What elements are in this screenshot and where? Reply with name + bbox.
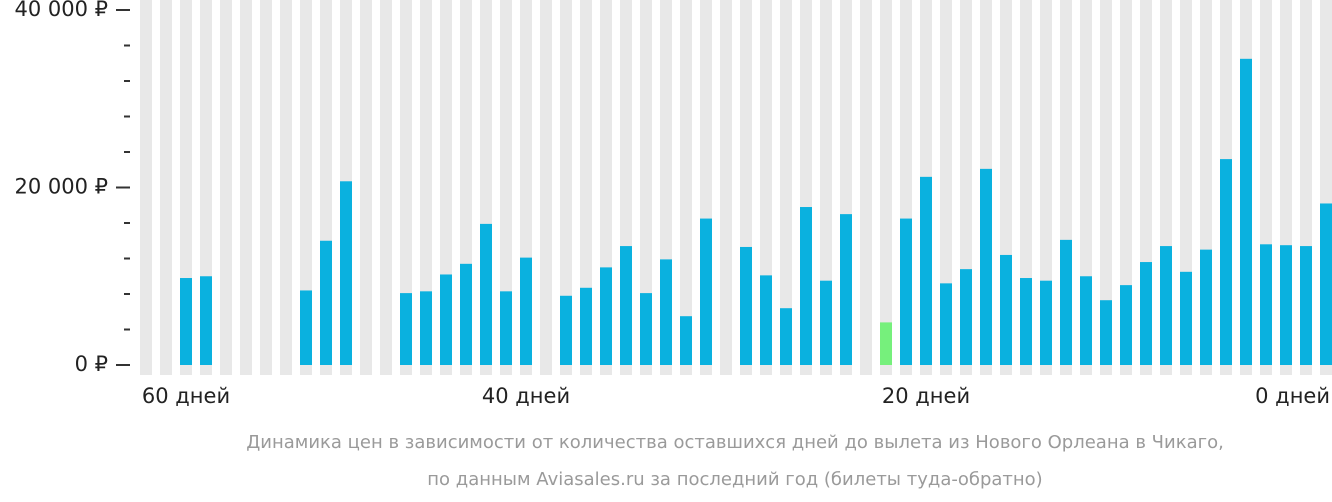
bar [660, 259, 672, 365]
bar [1300, 246, 1312, 365]
x-tick-label: 40 дней [482, 384, 570, 408]
y-tick-label: 0 ₽ [75, 352, 108, 376]
bar [940, 283, 952, 365]
bar [500, 291, 512, 365]
column-bg [360, 0, 372, 375]
bar [840, 214, 852, 365]
bar [1120, 285, 1132, 365]
bar [700, 218, 712, 365]
bar [520, 257, 532, 365]
column-bg [220, 0, 232, 375]
column-bg [160, 0, 172, 375]
column-bg [880, 0, 892, 375]
bar [180, 278, 192, 365]
bar [1060, 239, 1072, 365]
bar [880, 322, 892, 365]
bar [480, 223, 492, 365]
bar [900, 218, 912, 365]
bar [1100, 300, 1112, 365]
bar [920, 176, 932, 365]
y-tick-label: 20 000 ₽ [14, 175, 108, 199]
column-bg [560, 0, 572, 375]
column-bg [940, 0, 952, 375]
bar [680, 316, 692, 365]
x-tick-label: 20 дней [882, 384, 970, 408]
bar [1080, 276, 1092, 365]
column-bg [280, 0, 292, 375]
column-bg [400, 0, 412, 375]
bar [560, 295, 572, 365]
caption: по данным Aviasales.ru за последний год … [427, 469, 1042, 490]
x-tick-label: 60 дней [142, 384, 230, 408]
column-bg [380, 0, 392, 375]
bar [580, 287, 592, 365]
bar [320, 240, 332, 365]
column-bg [240, 0, 252, 375]
bar [1220, 159, 1232, 365]
bar [960, 269, 972, 365]
bar [440, 274, 452, 365]
bar [820, 280, 832, 365]
x-tick-label: 0 дней [1255, 384, 1330, 408]
bar [1160, 246, 1172, 365]
bar [340, 181, 352, 365]
bar [1180, 271, 1192, 365]
column-bg [720, 0, 732, 375]
bar [740, 246, 752, 365]
bar [420, 291, 432, 365]
bar [400, 293, 412, 365]
bar [1240, 58, 1252, 365]
bar [1040, 280, 1052, 365]
bar [1280, 245, 1292, 365]
column-bg [1120, 0, 1132, 375]
column-bg [1100, 0, 1112, 375]
column-bg [680, 0, 692, 375]
column-bg [540, 0, 552, 375]
caption: Динамика цен в зависимости от количества… [246, 432, 1224, 453]
column-bg [580, 0, 592, 375]
bar [1320, 203, 1332, 365]
column-bg [640, 0, 652, 375]
bar [200, 276, 212, 365]
bar [600, 267, 612, 365]
column-bg [500, 0, 512, 375]
column-bg [140, 0, 152, 375]
column-bg [260, 0, 272, 375]
bar [980, 168, 992, 365]
bar [1020, 278, 1032, 365]
bar [780, 308, 792, 365]
bar [640, 293, 652, 365]
bar [1140, 262, 1152, 365]
y-tick-label: 40 000 ₽ [14, 0, 108, 21]
bar [300, 290, 312, 365]
bar [460, 263, 472, 365]
bar [1200, 249, 1212, 365]
bar [1260, 244, 1272, 365]
column-bg [300, 0, 312, 375]
bar [1000, 254, 1012, 365]
bar [620, 246, 632, 365]
bar [760, 275, 772, 365]
column-bg [420, 0, 432, 375]
column-bg [780, 0, 792, 375]
column-bg [860, 0, 872, 375]
bar [800, 207, 812, 365]
